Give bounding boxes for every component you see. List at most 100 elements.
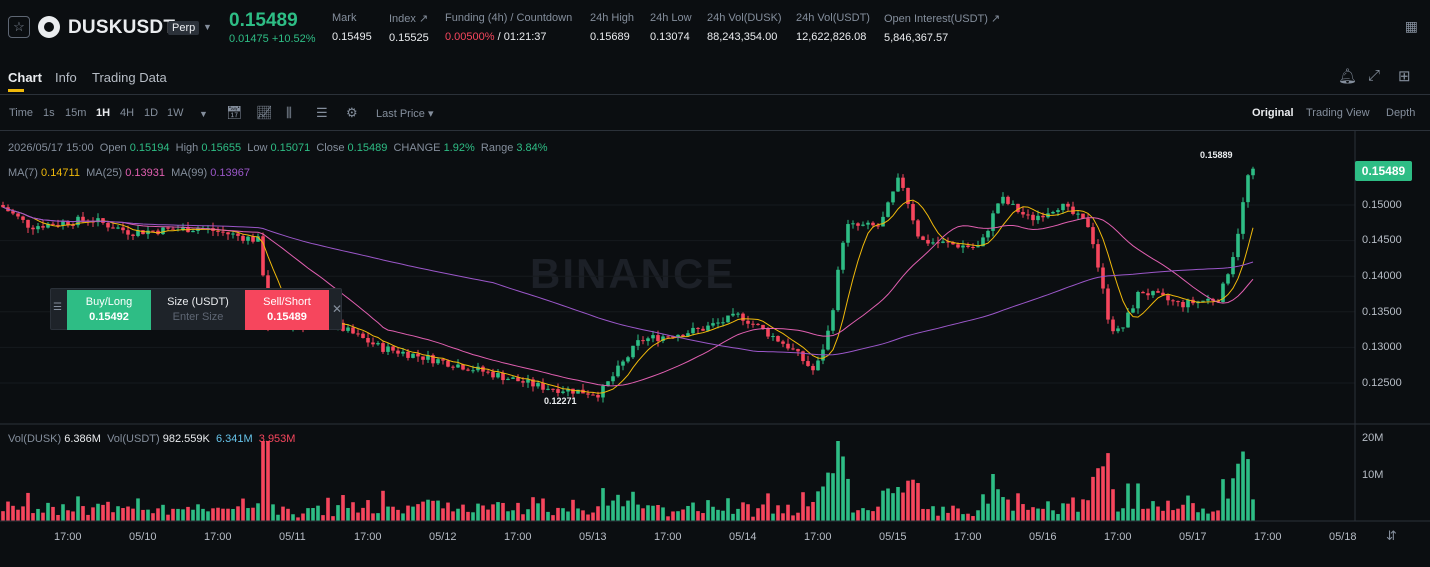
favorite-star-icon[interactable]: ☆ [8, 16, 30, 38]
candle-body [946, 241, 950, 243]
candle-body [1011, 203, 1015, 205]
indicator-line-icon[interactable]: 📈︎ [256, 105, 273, 120]
close-icon[interactable]: ✕ [332, 302, 343, 316]
candle-body [496, 372, 500, 378]
expand-icon[interactable]: ⤢ [1368, 67, 1381, 84]
tab-trading-data[interactable]: Trading Data [92, 70, 167, 85]
volume-bar [976, 510, 980, 521]
chart-settings-icon[interactable]: ☰ [316, 105, 328, 120]
interval-time[interactable]: Time [9, 107, 34, 119]
candle-body [116, 227, 120, 229]
more-icon[interactable]: ▦ [1404, 18, 1418, 34]
axis-scale-icon[interactable]: ⇵ [1386, 528, 1397, 543]
candle-body [936, 242, 940, 244]
volume-bar [11, 505, 15, 521]
volume-bar [561, 508, 565, 521]
candle-body [971, 247, 975, 249]
drag-handle-icon[interactable]: ☰ [53, 302, 62, 313]
interval-4h[interactable]: 4H [120, 107, 135, 119]
candle-body [586, 393, 590, 395]
price-type-select[interactable]: Last Price ▾ [376, 108, 434, 120]
size-input[interactable]: Size (USDT) Enter Size [151, 290, 245, 330]
interval-1h[interactable]: 1H [96, 107, 111, 119]
gear-icon[interactable]: ⚙ [346, 105, 358, 120]
volume-bar [906, 480, 910, 521]
volume-bar [456, 508, 460, 521]
candle-body [1146, 293, 1150, 296]
layout-grid-icon[interactable]: ⊞ [1398, 68, 1411, 85]
candle-body [816, 360, 820, 371]
high-marker: 0.15889 [1200, 150, 1233, 160]
candle-body [606, 381, 610, 386]
price-chart[interactable] [0, 131, 1430, 567]
candle-body [966, 245, 970, 248]
calendar-icon[interactable]: 📅︎ [226, 105, 243, 120]
candle-body [886, 202, 890, 217]
candle-body [796, 349, 800, 352]
tab-info[interactable]: Info [55, 70, 77, 85]
volume-bar [1101, 466, 1105, 521]
volume-bar [616, 494, 620, 521]
stat-index[interactable]: Index ↗ 0.15525 [389, 13, 429, 44]
view-depth[interactable]: Depth [1386, 107, 1416, 119]
candle-body [1226, 274, 1230, 284]
volume-bar [1026, 509, 1030, 521]
view-original[interactable]: Original [1252, 107, 1294, 119]
dusk-logo-icon [38, 16, 60, 38]
volume-bar [656, 505, 660, 521]
volume-bar [146, 509, 150, 521]
volume-bar [486, 509, 490, 521]
volume-bar [1121, 508, 1125, 521]
symbol-dropdown-chevron-icon[interactable]: ▼ [203, 22, 212, 32]
volume-bar [1226, 498, 1230, 521]
volume-bar [576, 508, 580, 521]
candle-body [1241, 202, 1245, 234]
candle-body [781, 341, 785, 344]
candle-body [1001, 196, 1005, 204]
volume-bar [186, 506, 190, 521]
candle-body [426, 355, 430, 360]
interval-1d[interactable]: 1D [144, 107, 159, 119]
tab-chart[interactable]: Chart [8, 70, 42, 85]
volume-bar [691, 502, 695, 521]
candle-body [96, 218, 100, 223]
divider [0, 130, 1430, 131]
candle-body [56, 224, 60, 226]
bell-icon[interactable]: 🔔︎ [1338, 68, 1358, 85]
volume-bar [246, 508, 250, 521]
sell-short-button[interactable]: Sell/Short 0.15489 [245, 290, 329, 330]
candle-body [36, 226, 40, 230]
candle-body [1106, 288, 1110, 320]
volume-bar [216, 507, 220, 521]
candle-body [901, 177, 905, 188]
candle-body [976, 246, 980, 248]
volume-bar [1086, 500, 1090, 521]
buy-long-button[interactable]: Buy/Long 0.15492 [67, 290, 151, 330]
candle-body [771, 336, 775, 338]
volume-bar [371, 513, 375, 521]
volume-bar [301, 513, 305, 521]
time-tick: 05/14 [729, 531, 757, 543]
interval-dropdown-chevron-icon[interactable]: ▼ [199, 109, 208, 119]
symbol-name[interactable]: DUSKUSDT [68, 17, 176, 38]
volume-bar [436, 500, 440, 521]
interval-15m[interactable]: 15m [65, 107, 87, 119]
candle-body [986, 230, 990, 238]
candle-body [416, 353, 420, 357]
volume-bar [1216, 510, 1220, 521]
interval-1w[interactable]: 1W [167, 107, 184, 119]
candle-type-icon[interactable]: ⫼ [286, 105, 292, 120]
volume-bar [806, 506, 810, 521]
candle-body [251, 236, 255, 242]
volume-bar [531, 497, 535, 521]
interval-1s[interactable]: 1s [43, 107, 55, 119]
candle-body [766, 328, 770, 337]
view-trading-view[interactable]: Trading View [1306, 107, 1370, 119]
candle-body [396, 350, 400, 354]
volume-bar [416, 504, 420, 521]
candle-body [811, 365, 815, 371]
volume-bar [936, 515, 940, 521]
volume-bar [1161, 510, 1165, 521]
stat-open-interest[interactable]: Open Interest(USDT) ↗ 5,846,367.57 [884, 13, 1001, 44]
candle-body [1056, 210, 1060, 212]
